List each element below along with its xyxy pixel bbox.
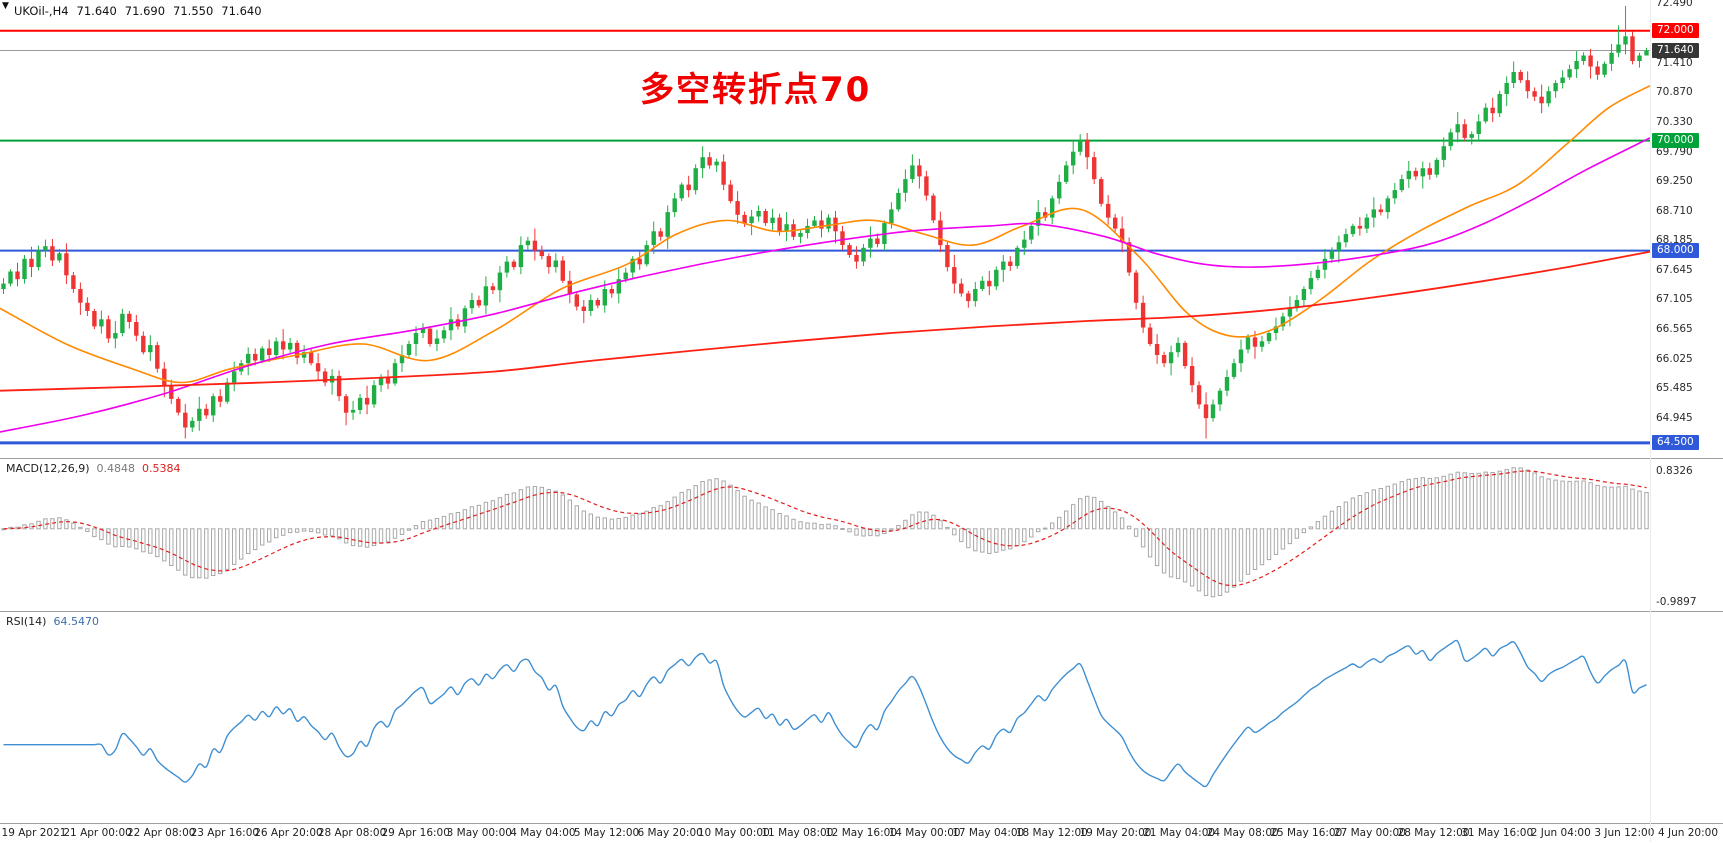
price-tick-label: 68.710 — [1656, 205, 1693, 218]
time-tick-label: 22 Apr 08:00 — [126, 827, 196, 839]
ma-mid-magenta — [0, 137, 1650, 433]
price-tick-label: 72.490 — [1656, 0, 1693, 10]
macd-pane[interactable]: MACD(12,26,9) 0.4848 0.5384 0.8326 -0.98… — [0, 458, 1723, 612]
price-tick-label: 69.250 — [1656, 175, 1693, 188]
rsi-plot[interactable] — [0, 612, 1650, 823]
candlestick-plot[interactable] — [0, 0, 1650, 458]
price-axis-separator — [1650, 0, 1651, 842]
time-tick-label: 21 May 04:00 — [1143, 827, 1216, 839]
price-tick-label: 71.410 — [1656, 56, 1693, 69]
price-badge: 64.500 — [1652, 435, 1699, 451]
time-tick-label: 21 Apr 00:00 — [63, 827, 132, 839]
macd-indicator-name: MACD(12,26,9) — [6, 462, 90, 475]
time-tick-label: 3 Jun 12:00 — [1594, 827, 1655, 839]
time-tick-label: 4 May 04:00 — [510, 827, 576, 839]
price-tick-label: 70.330 — [1656, 116, 1693, 129]
price-tick-label: 64.945 — [1656, 411, 1693, 424]
price-tick-label: 70.870 — [1656, 86, 1693, 99]
rsi-indicator-name: RSI(14) — [6, 615, 47, 628]
time-tick-label: 24 May 08:00 — [1206, 827, 1279, 839]
time-tick-label: 14 May 00:00 — [888, 827, 961, 839]
time-tick-label: 26 Apr 20:00 — [254, 827, 323, 839]
time-tick-label: 10 May 00:00 — [697, 827, 770, 839]
time-tick-label: 5 May 12:00 — [573, 827, 640, 839]
chart-annotation-text[interactable]: 多空转折点70 — [640, 70, 872, 110]
price-tick-label: 68.185 — [1656, 233, 1693, 246]
time-tick-label: 28 Apr 08:00 — [317, 827, 387, 839]
rsi-pane[interactable]: RSI(14) 64.5470 — [0, 611, 1723, 824]
price-badge: 72.000 — [1652, 23, 1699, 39]
time-tick-label: 29 Apr 16:00 — [381, 827, 450, 839]
macd-label: MACD(12,26,9) 0.4848 0.5384 — [6, 462, 181, 475]
time-axis[interactable]: 19 Apr 2021 21 Apr 00:00 22 Apr 08:00 23 Ap… — [0, 823, 1723, 843]
price-tick-label: 67.645 — [1656, 263, 1693, 276]
symbol-period-label: UKOil-,H4 — [14, 4, 69, 18]
time-tick-label: 27 May 00:00 — [1333, 827, 1406, 839]
chart-shift-marker-icon[interactable]: ▼ — [2, 1, 9, 11]
time-tick-label: 28 May 12:00 — [1397, 827, 1470, 839]
rsi-line — [3, 639, 1647, 788]
time-tick-label: 19 Apr 2021 — [1, 827, 67, 839]
macd-axis-min-label: -0.9897 — [1656, 596, 1697, 608]
time-tick-label: 18 May 12:00 — [1015, 827, 1088, 839]
time-tick-label: 4 Jun 20:00 — [1657, 827, 1719, 839]
rsi-label: RSI(14) 64.5470 — [6, 615, 99, 628]
price-tick-label: 65.485 — [1656, 382, 1693, 395]
quote-low: 71.550 — [173, 4, 214, 18]
quote-close: 71.640 — [221, 4, 262, 18]
time-tick-label: 19 May 20:00 — [1079, 827, 1152, 839]
time-tick-label: 17 May 04:00 — [952, 827, 1025, 839]
quote-open: 71.640 — [76, 4, 117, 18]
ma-slow-red — [0, 250, 1650, 392]
time-tick-label: 23 Apr 16:00 — [190, 827, 260, 839]
quote-high: 71.690 — [124, 4, 166, 18]
price-badge: 71.640 — [1652, 43, 1699, 59]
price-tick-label: 66.565 — [1656, 322, 1693, 335]
macd-signal-value: 0.5384 — [142, 462, 181, 475]
ma-fast-orange — [0, 84, 1650, 384]
rsi-value: 64.5470 — [53, 615, 99, 628]
time-tick-label: 6 May 20:00 — [637, 827, 703, 839]
time-tick-label: 11 May 08:00 — [761, 827, 834, 839]
main-price-pane[interactable]: ▼ UKOil-,H4 71.640 71.690 71.550 71.640 … — [0, 0, 1650, 458]
price-axis[interactable]: 72.490 71.410 70.870 70.330 69.790 69.250 68.7… — [1650, 0, 1723, 458]
macd-histogram-layer — [1, 467, 1649, 598]
time-tick-label: 2 Jun 04:00 — [1530, 827, 1591, 839]
macd-main-value: 0.4848 — [96, 462, 136, 475]
time-tick-label: 12 May 16:00 — [824, 827, 898, 839]
time-tick-label: 25 May 16:00 — [1270, 827, 1343, 839]
price-tick-label: 67.105 — [1656, 293, 1693, 306]
price-tick-label: 66.025 — [1656, 352, 1693, 365]
macd-plot[interactable] — [0, 459, 1650, 611]
macd-signal-line — [3, 470, 1647, 587]
macd-axis-max-label: 0.8326 — [1656, 465, 1693, 477]
time-tick-label: 31 May 16:00 — [1461, 827, 1534, 839]
quote-bar: UKOil-,H4 71.640 71.690 71.550 71.640 — [14, 4, 262, 18]
price-badge: 70.000 — [1652, 133, 1699, 149]
time-tick-label: 3 May 00:00 — [446, 827, 512, 839]
price-tick-label: 69.790 — [1656, 145, 1693, 158]
price-badge: 68.000 — [1652, 243, 1699, 259]
candles-layer — [1, 6, 1649, 439]
